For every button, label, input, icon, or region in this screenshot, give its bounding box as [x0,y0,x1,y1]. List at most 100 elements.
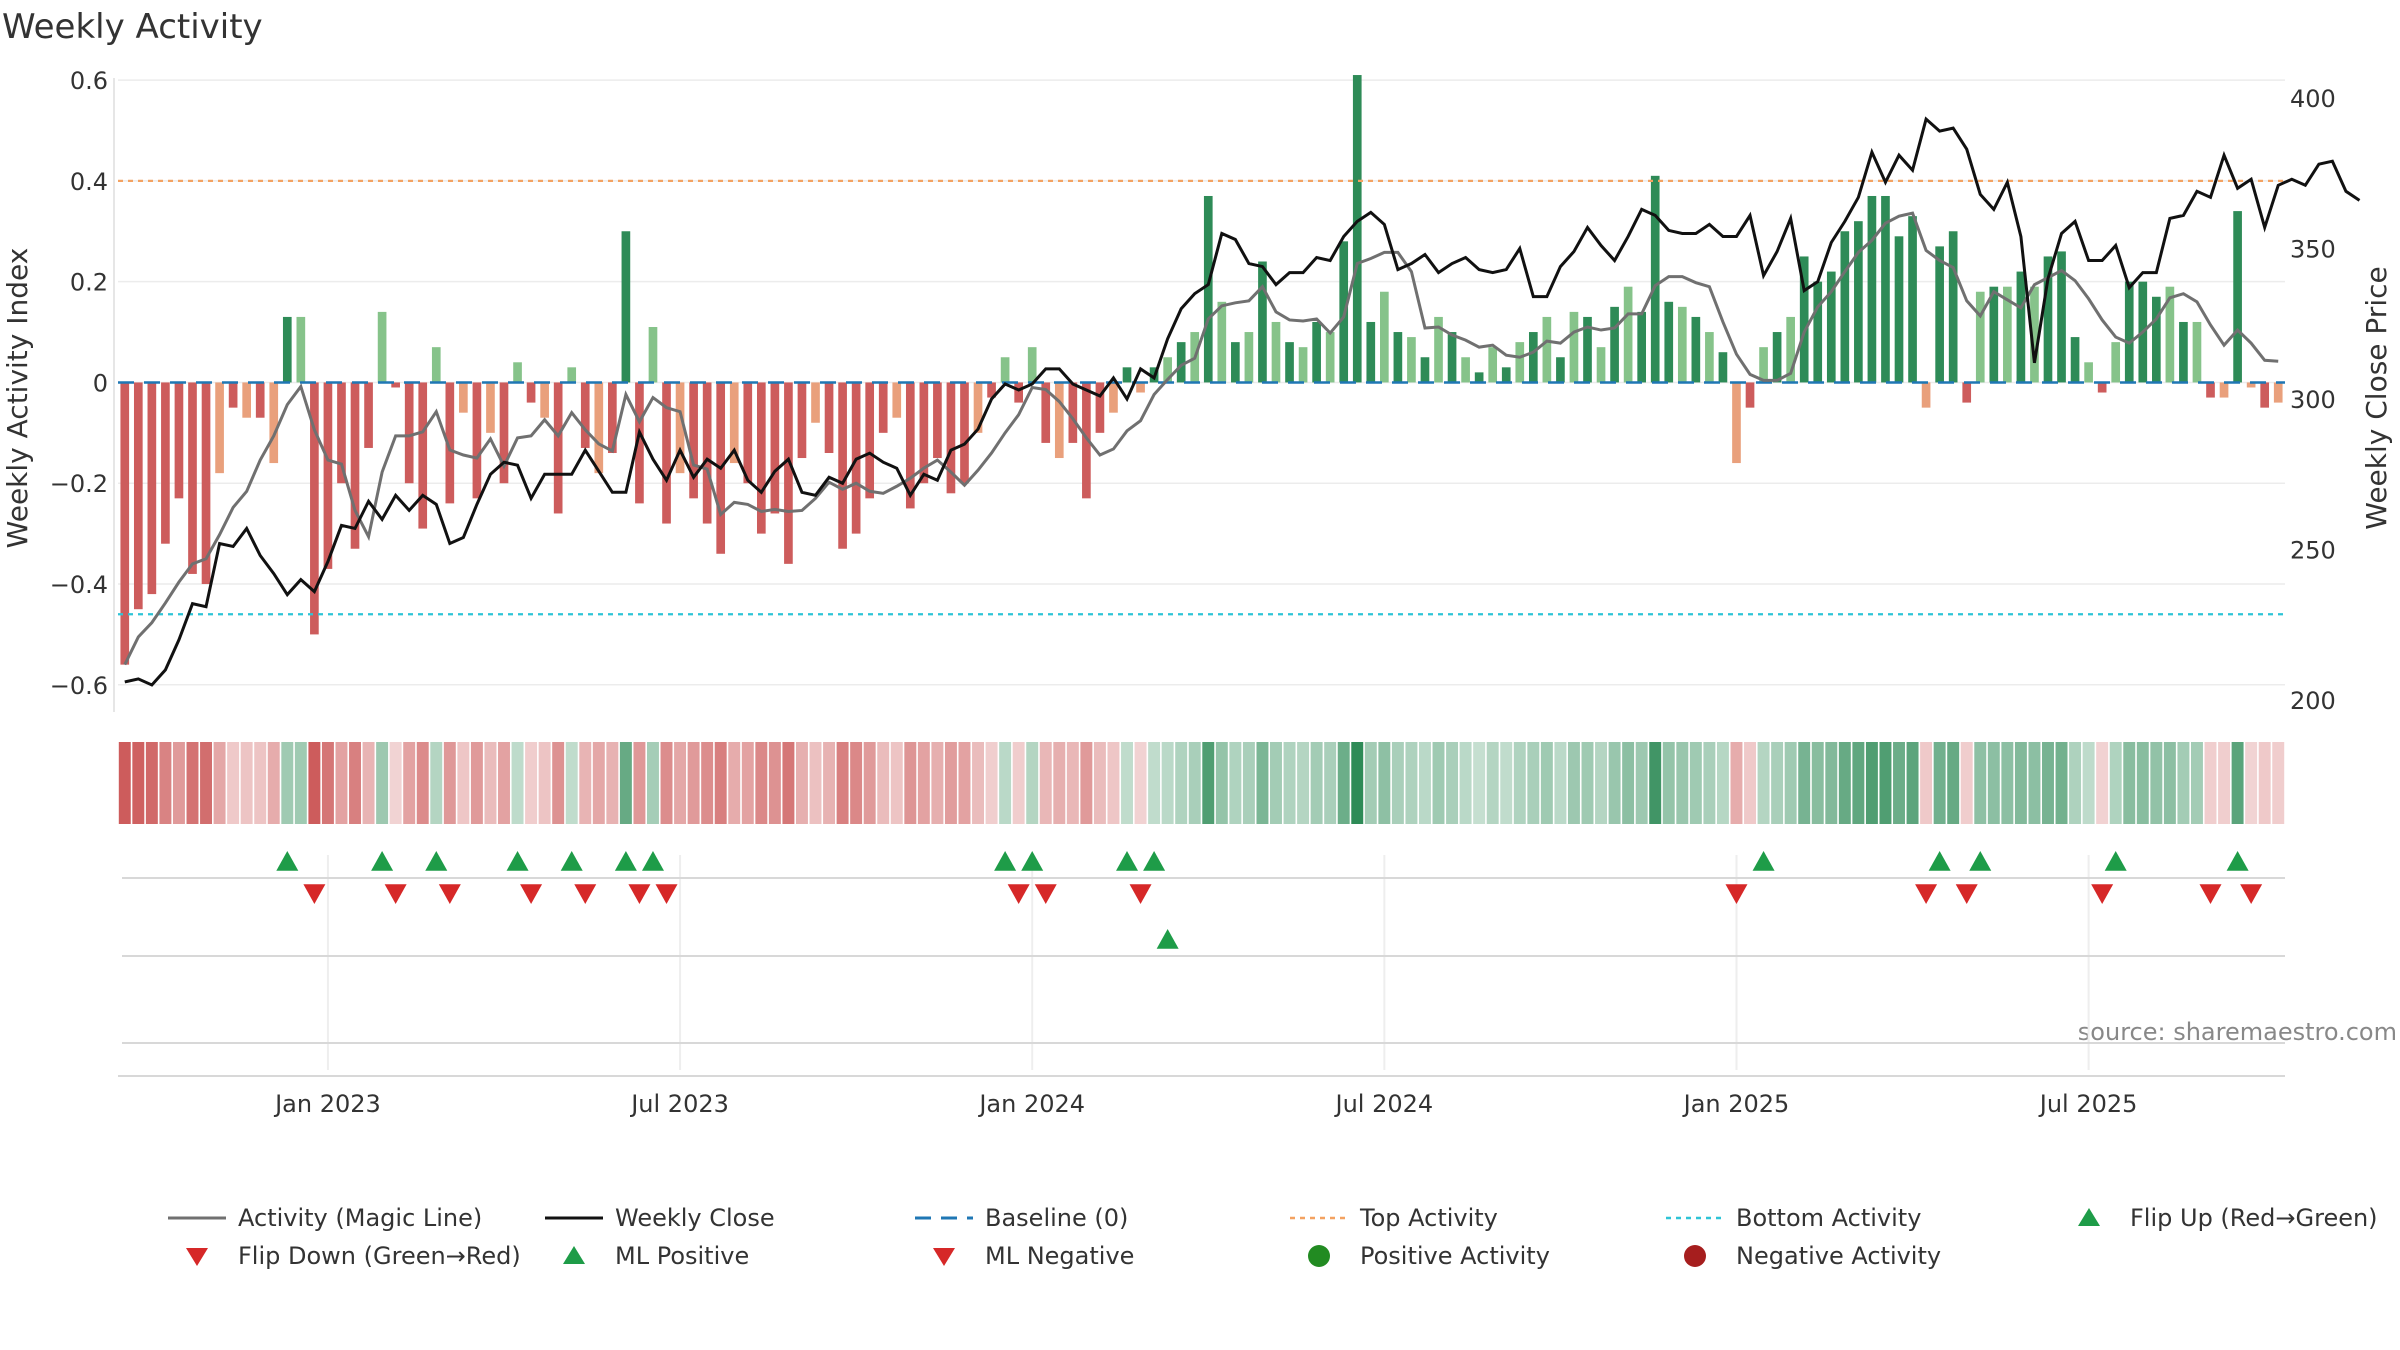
weekly-close-line [124,116,2361,687]
activity-bar [337,382,346,484]
activity-bar [1975,291,1985,383]
activity-bar [1989,286,1999,383]
strip-cell [1012,742,1025,824]
activity-bar [1867,195,1877,383]
activity-bar [635,382,644,504]
y-tick-label-right: 400 [2290,85,2336,113]
strip-cell [1242,742,1255,824]
strip-cell [457,742,470,824]
activity-bar [1474,372,1484,383]
strip-cell [2258,742,2271,824]
activity-bar [2057,251,2066,383]
activity-bar [973,382,983,433]
strip-cell [647,742,659,824]
strip-cell [294,742,307,824]
activity-bar [1772,332,1782,383]
activity-bar [594,382,604,474]
legend-item-posact: Positive Activity [1308,1242,1550,1270]
strip-cell [389,742,402,824]
strip-cell [674,742,687,824]
strip-cell [1879,742,1892,824]
activity-bar [865,382,875,499]
activity-bar [1000,357,1010,383]
activity-bar [2030,286,2039,383]
activity-bar [960,382,969,484]
activity-bar [1840,231,1850,383]
activity-bar [770,382,780,514]
strip-cell [714,742,727,824]
series-lines [123,116,2361,687]
activity-bar [174,382,184,499]
legend-item-mlneg: ML Negative [933,1242,1134,1270]
strip-cell [1310,742,1323,824]
flip-up-marker [2226,851,2249,871]
strip-cell [1405,742,1418,824]
strip-cell [999,742,1012,824]
strip-cell [1744,742,1756,824]
activity-bar [1501,367,1511,383]
strip-cell [2096,742,2109,824]
activity-bar [1799,256,1809,383]
strip-cell [1974,742,1987,824]
grid [118,79,2285,1070]
y-tick-label-left: −0.4 [50,571,108,599]
flip-up-marker [1143,851,1166,871]
activity-bar [621,231,631,383]
legend-label: Bottom Activity [1736,1204,1921,1232]
legend-item-mlpos: ML Positive [563,1242,749,1270]
activity-bar [1921,382,1931,408]
flip-up-marker [560,851,583,871]
activity-bar [797,382,807,459]
y-tick-label-left: −0.6 [50,672,108,700]
activity-bar [310,382,319,635]
strip-cell [1066,742,1079,824]
activity-bar [526,382,536,403]
activity-bar [1407,337,1416,383]
strip-cell [1026,742,1039,824]
y-tick-label-right: 200 [2290,687,2336,715]
strip-cell [1148,742,1161,824]
activity-bar [120,382,130,665]
activity-bar [1136,382,1145,393]
activity-bar [729,382,739,464]
strip-cell [1703,742,1716,824]
activity-bar [1352,75,1362,383]
strip-cell [795,742,808,824]
legend-item-negact: Negative Activity [1684,1242,1941,1270]
strip-cell [2123,742,2136,824]
activity-bar [1962,382,1972,403]
activity-bar [133,382,143,610]
strip-cell [2150,742,2163,824]
activity-bar [499,382,509,484]
activity-bar [540,382,549,418]
activity-bar [1068,382,1078,443]
flip-down-marker [384,884,407,904]
legend-item-baseline: Baseline (0) [915,1204,1128,1232]
chart-title: Weekly Activity [2,7,263,47]
activity-bar [1745,382,1755,408]
strip-cell [335,742,348,824]
activity-bar [892,382,902,418]
strip-cell [240,742,253,824]
strip-cell [917,742,930,824]
strip-cell [768,742,781,824]
strip-cell [1053,742,1066,824]
activity-bar [377,311,387,383]
activity-bar [1109,382,1118,413]
legend-label: Flip Down (Green→Red) [238,1242,521,1270]
activity-bar [2003,286,2012,383]
activity-bar [1082,382,1091,499]
activity-bar [269,382,279,464]
activity-bar [2016,271,2026,383]
strip-cell [944,742,957,824]
strip-cell [1676,742,1689,824]
activity-bar [675,382,685,474]
strip-cell [1689,742,1702,824]
activity-bar [1420,357,1430,383]
activity-bar [919,382,929,484]
y-tick-label-left: 0 [93,369,108,397]
y-axis-label-right: Weekly Close Price [2360,266,2393,529]
strip-cell [186,742,199,824]
strip-cell [484,742,497,824]
